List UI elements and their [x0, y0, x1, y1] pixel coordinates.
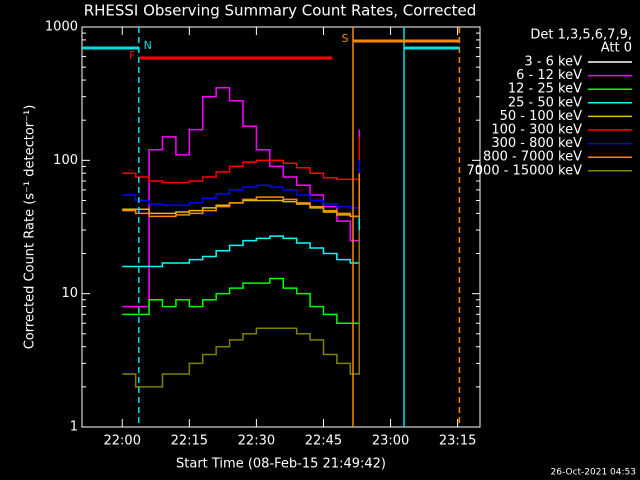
legend-label: 6 - 12 keV — [516, 68, 582, 83]
series-line — [122, 82, 361, 405]
legend-label: 50 - 100 keV — [500, 109, 583, 124]
legend-label: 3 - 6 keV — [524, 55, 582, 70]
y-axis-label: Corrected Count Rate (s⁻¹ detector⁻¹) — [23, 105, 38, 350]
series-line — [122, 160, 361, 209]
legend-title: Det 1,3,5,6,7,9, — [530, 28, 632, 43]
chart-title: RHESSI Observing Summary Count Rates, Co… — [84, 2, 477, 20]
series-line — [122, 230, 361, 388]
x-tick-label: 22:30 — [238, 434, 275, 449]
legend-label: 25 - 50 keV — [508, 95, 582, 110]
y-tick-label: 10 — [61, 286, 78, 301]
series-line — [122, 87, 361, 308]
y-tick-label: 100 — [53, 153, 78, 168]
plot-frame — [81, 26, 481, 428]
legend-label: 800 - 7000 keV — [483, 150, 582, 165]
y-tick-label: 1000 — [45, 20, 78, 35]
legend-title: Att 0 — [601, 41, 632, 56]
series-line — [122, 136, 361, 184]
x-tick-label: 23:00 — [372, 434, 409, 449]
footer: 26-Oct-2021 04:53 — [551, 468, 636, 478]
series-line — [122, 253, 361, 324]
series-line — [122, 206, 361, 268]
interval-label: S — [342, 32, 349, 45]
interval-label: F — [129, 49, 135, 62]
y-tick-label: 1 — [70, 420, 78, 435]
legend-label: 7000 - 15000 keV — [467, 163, 583, 178]
x-tick-label: 22:00 — [104, 434, 141, 449]
legend-label: 100 - 300 keV — [491, 123, 582, 138]
legend-label: 300 - 800 keV — [491, 136, 582, 151]
interval-label: N — [144, 39, 152, 52]
x-tick-label: 23:15 — [439, 434, 476, 449]
x-tick-label: 22:15 — [171, 434, 208, 449]
x-tick-label: 22:45 — [305, 434, 342, 449]
legend-label: 12 - 25 keV — [508, 82, 582, 97]
series-line — [122, 173, 361, 218]
x-axis-label: Start Time (08-Feb-15 21:49:42) — [176, 457, 386, 472]
